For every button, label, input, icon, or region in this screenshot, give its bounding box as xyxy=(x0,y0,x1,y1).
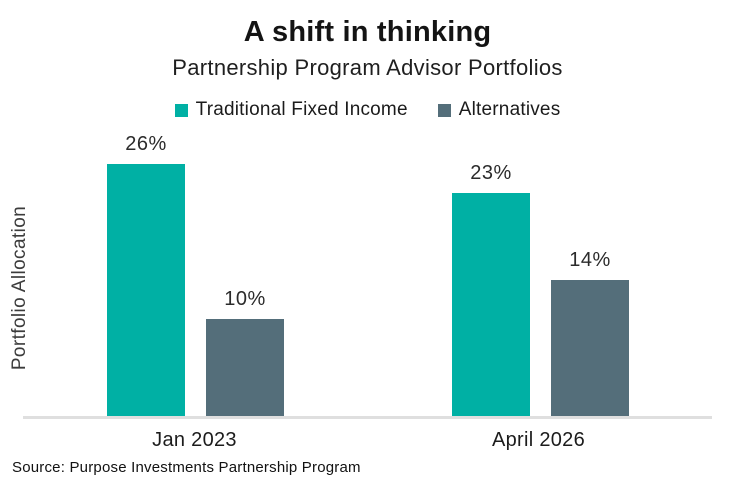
chart-page: A shift in thinking Partnership Program … xyxy=(0,14,735,493)
bar-alternatives-april-2026 xyxy=(551,280,629,416)
legend-item-alternatives: Alternatives xyxy=(437,99,561,121)
legend-label: Traditional Fixed Income xyxy=(195,99,408,120)
x-axis-label-april-2026: April 2026 xyxy=(491,429,586,451)
legend-swatch-teal-icon xyxy=(174,103,188,117)
legend-swatch-slate-icon xyxy=(437,103,451,117)
bar-traditional-april-2026 xyxy=(452,193,530,416)
bar-alternatives-jan-2023 xyxy=(206,319,284,416)
bar-group-jan-2023: 26% 10% xyxy=(107,133,284,416)
chart-subtitle: Partnership Program Advisor Portfolios xyxy=(172,55,563,80)
legend: Traditional Fixed Income Alternatives xyxy=(0,99,735,121)
bar-column: 26% xyxy=(107,133,185,416)
bar-column: 14% xyxy=(551,249,629,416)
bar-value-label: 23% xyxy=(470,162,512,184)
x-axis-labels: Jan 2023 April 2026 xyxy=(23,429,712,452)
bar-value-label: 26% xyxy=(125,133,167,155)
bar-group-april-2026: 23% 14% xyxy=(452,162,629,416)
y-axis-label: Portfolio Allocation xyxy=(9,205,30,371)
bar-column: 10% xyxy=(206,288,284,416)
source-note: Source: Purpose Investments Partnership … xyxy=(12,459,361,476)
chart-title: A shift in thinking xyxy=(243,16,492,48)
bar-value-label: 14% xyxy=(569,249,611,271)
bar-column: 23% xyxy=(452,162,530,416)
bar-value-label: 10% xyxy=(224,288,266,310)
bar-traditional-jan-2023 xyxy=(107,164,185,416)
legend-label: Alternatives xyxy=(458,99,561,120)
plot-area: 26% 10% 23% 14% xyxy=(23,133,712,419)
bar-chart: Portfolio Allocation 26% 10% 23% 14% xyxy=(0,133,735,452)
legend-item-traditional-fixed-income: Traditional Fixed Income xyxy=(174,99,408,121)
x-axis-label-jan-2023: Jan 2023 xyxy=(152,429,237,451)
